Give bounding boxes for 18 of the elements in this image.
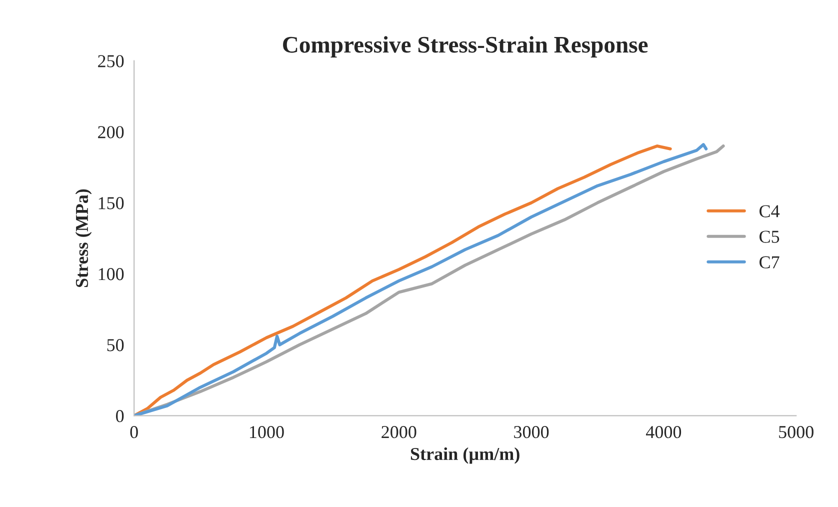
x-tick-label: 3000: [514, 426, 549, 438]
chart-title: Compressive Stress-Strain Response: [283, 36, 648, 58]
x-tick-label: 1000: [250, 426, 284, 438]
y-axis-title: Stress (MPa): [75, 189, 92, 288]
x-axis-title: Strain (µm/m): [410, 447, 520, 464]
y-tick-label: 100: [98, 268, 124, 280]
x-tick-label: 2000: [382, 426, 416, 438]
y-tick-label: 150: [98, 197, 124, 210]
y-tick-label: 200: [98, 126, 124, 138]
legend-label: C7: [760, 256, 780, 268]
y-tick-label: 50: [107, 339, 124, 352]
legend-label: C5: [760, 230, 780, 243]
x-tick-label: 4000: [646, 426, 682, 438]
legend-label: C4: [760, 205, 780, 218]
y-tick-label: 250: [98, 55, 124, 68]
x-tick-label: 5000: [779, 426, 814, 438]
x-tick-label: 0: [130, 426, 138, 438]
y-tick-label: 0: [116, 410, 124, 422]
